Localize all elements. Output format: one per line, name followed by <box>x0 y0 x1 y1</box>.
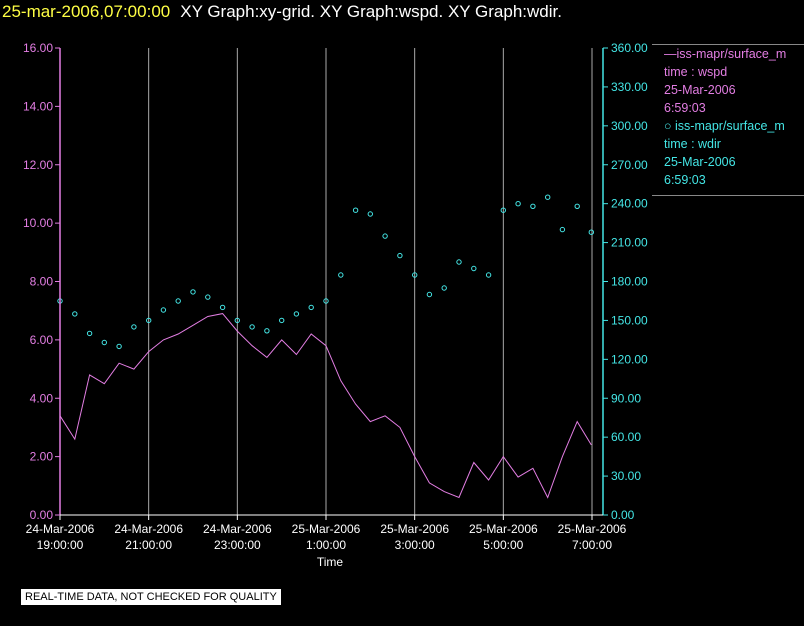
right-tick-label: 150.00 <box>611 313 648 327</box>
wdir-point <box>338 272 344 278</box>
wdir-point <box>352 207 359 213</box>
x-tick-date: 25-Mar-2006 <box>380 522 449 536</box>
x-tick-time: 7:00:00 <box>572 538 612 552</box>
wdir-point <box>146 317 152 324</box>
x-tick-date: 25-Mar-2006 <box>558 522 627 536</box>
left-tick-label: 6.00 <box>30 333 54 347</box>
wdir-point <box>279 317 285 324</box>
legend-wspd-time: 6:59:03 <box>664 101 706 115</box>
wdir-point <box>160 307 167 313</box>
wdir-point <box>382 233 388 239</box>
wdir-point <box>219 304 226 311</box>
wdir-point <box>485 272 492 278</box>
x-tick-date: 24-Mar-2006 <box>26 522 95 536</box>
right-tick-label: 270.00 <box>611 158 648 172</box>
wdir-point <box>397 252 403 259</box>
wdir-point <box>72 311 78 317</box>
left-tick-label: 16.00 <box>23 41 53 55</box>
x-tick-time: 19:00:00 <box>37 538 84 552</box>
wdir-point <box>367 211 373 217</box>
wdir-point <box>441 285 447 291</box>
legend-wspd-date: 25-Mar-2006 <box>664 83 736 97</box>
left-tick-label: 12.00 <box>23 158 53 172</box>
wdir-point <box>456 259 462 265</box>
wdir-point <box>515 201 521 207</box>
x-tick-date: 25-Mar-2006 <box>292 522 361 536</box>
wdir-point <box>101 339 108 346</box>
wdir-point <box>86 330 93 337</box>
wspd-series <box>59 313 592 499</box>
grid-lines <box>59 48 593 515</box>
x-tick-time: 5:00:00 <box>483 538 523 552</box>
wdir-point <box>116 343 122 350</box>
right-tick-label: 300.00 <box>611 119 648 133</box>
wdir-point <box>500 207 506 213</box>
right-tick-label: 0.00 <box>611 508 635 522</box>
x-axis-label: Time <box>317 555 344 569</box>
x-tick-date: 24-Mar-2006 <box>203 522 272 536</box>
wdir-point <box>323 298 329 304</box>
left-tick-label: 0.00 <box>30 508 54 522</box>
wdir-point <box>293 311 300 317</box>
right-tick-label: 210.00 <box>611 236 648 250</box>
right-tick-label: 360.00 <box>611 41 648 55</box>
legend-wdir-time: 6:59:03 <box>664 173 706 187</box>
wdir-point <box>588 229 594 235</box>
wdir-point <box>559 226 566 233</box>
left-tick-label: 10.00 <box>23 216 53 230</box>
wdir-point <box>426 291 433 298</box>
legend: —iss-mapr/surface_m time : wspd 25-Mar-2… <box>652 44 804 196</box>
legend-wspd-series: —iss-mapr/surface_m <box>664 47 787 61</box>
title-time: 25-mar-2006,07:00:00 <box>2 2 171 21</box>
wspd-line <box>59 313 592 499</box>
legend-wdir-field: time : wdir <box>664 137 721 151</box>
wdir-point <box>471 265 477 272</box>
right-tick-label: 60.00 <box>611 430 641 444</box>
wdir-point <box>530 203 536 210</box>
title-bar: 25-mar-2006,07:00:00 XY Graph:xy-grid. XY… <box>0 0 804 26</box>
right-tick-label: 30.00 <box>611 469 641 483</box>
left-tick-label: 2.00 <box>30 450 54 464</box>
x-tick-time: 1:00:00 <box>306 538 346 552</box>
legend-wdir-date: 25-Mar-2006 <box>664 155 736 169</box>
x-tick-date: 24-Mar-2006 <box>114 522 183 536</box>
wdir-point <box>412 272 418 278</box>
right-tick-label: 330.00 <box>611 80 648 94</box>
wdir-point <box>234 317 241 324</box>
legend-wdir: ○ iss-mapr/surface_m time : wdir 25-Mar-… <box>664 117 804 189</box>
wdir-point <box>249 324 255 330</box>
quality-notice: REAL-TIME DATA, NOT CHECKED FOR QUALITY <box>20 588 282 606</box>
wdir-point <box>308 304 314 311</box>
legend-wspd-field: time : wspd <box>664 65 728 79</box>
x-tick-time: 21:00:00 <box>125 538 172 552</box>
right-tick-label: 120.00 <box>611 352 648 366</box>
wdir-point <box>175 298 181 304</box>
line-swatch-icon: — <box>664 47 677 61</box>
legend-wdir-series: ○ iss-mapr/surface_m <box>664 119 785 133</box>
x-tick-time: 3:00:00 <box>395 538 435 552</box>
x-tick-date: 25-Mar-2006 <box>469 522 538 536</box>
title-graphs: XY Graph:xy-grid. XY Graph:wspd. XY Grap… <box>180 2 562 21</box>
wdir-point <box>264 328 270 334</box>
right-tick-label: 180.00 <box>611 275 648 289</box>
wdir-point <box>131 324 137 330</box>
left-tick-label: 4.00 <box>30 391 54 405</box>
circle-marker-icon: ○ <box>664 119 676 133</box>
axes: 24-Mar-2006 19:00:00 24-Mar-2006 21:00:00 24… <box>23 41 648 552</box>
x-tick-time: 23:00:00 <box>214 538 261 552</box>
right-tick-label: 90.00 <box>611 391 641 405</box>
left-tick-label: 8.00 <box>30 275 54 289</box>
left-tick-label: 14.00 <box>23 99 53 113</box>
wdir-point <box>574 203 580 210</box>
wdir-point <box>545 194 551 200</box>
right-tick-label: 240.00 <box>611 197 648 211</box>
wdir-point <box>190 289 196 295</box>
wdir-point <box>205 294 211 300</box>
legend-wspd: —iss-mapr/surface_m time : wspd 25-Mar-2… <box>664 45 804 117</box>
